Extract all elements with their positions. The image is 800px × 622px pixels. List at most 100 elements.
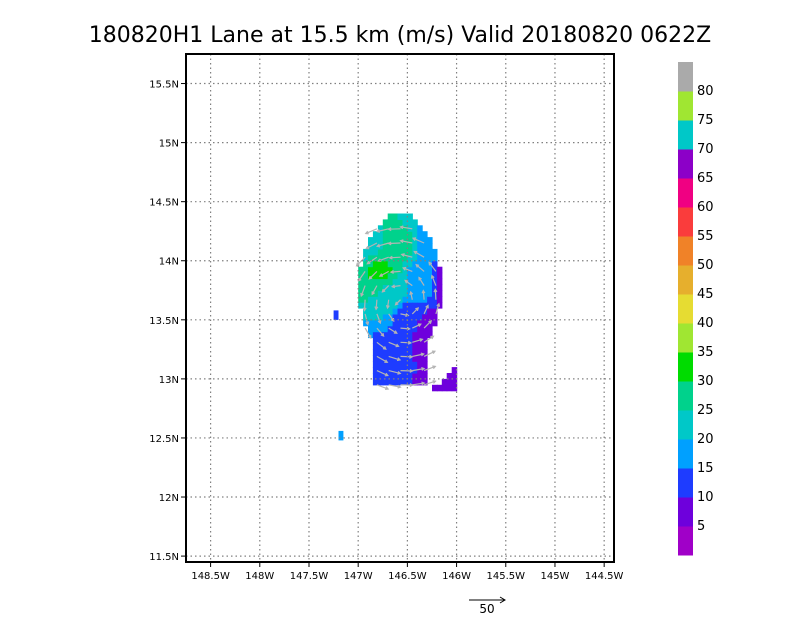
wind-speed-cell: [373, 332, 379, 339]
wind-speed-cell: [393, 279, 399, 286]
wind-speed-cell: [442, 379, 448, 386]
wind-speed-cell: [388, 231, 394, 238]
wind-speed-cell: [383, 379, 389, 386]
wind-speed-cell: [388, 332, 394, 339]
wind-speed-cell: [422, 231, 428, 238]
wind-speed-cell: [363, 296, 369, 303]
wind-speed-cell: [442, 385, 448, 392]
wind-speed-cell: [417, 314, 423, 321]
wind-speed-cell: [383, 314, 389, 321]
wind-speed-cell: [368, 308, 374, 315]
wind-speed-cell: [398, 320, 404, 327]
wind-speed-cell: [422, 343, 428, 350]
wind-speed-cell: [407, 261, 413, 268]
wind-speed-field: [334, 214, 458, 441]
wind-speed-cell: [432, 261, 438, 268]
colorbar-label: 50: [697, 258, 714, 273]
wind-speed-cell: [393, 308, 399, 315]
wind-speed-cell: [412, 273, 418, 280]
wind-speed-cell: [417, 225, 423, 232]
wind-speed-cell: [437, 385, 443, 392]
wind-speed-cell: [368, 320, 374, 327]
wind-speed-cell: [393, 214, 399, 221]
wind-speed-cell: [368, 302, 374, 309]
wind-speed-cell: [407, 219, 413, 226]
wind-speed-cell: [412, 361, 418, 368]
colorbar-swatch: [678, 323, 693, 353]
y-tick-label: 11.5N: [149, 552, 179, 563]
wind-speed-cell: [412, 332, 418, 339]
wind-speed-cell: [388, 349, 394, 356]
wind-speed-cell: [393, 349, 399, 356]
wind-speed-cell: [432, 320, 438, 327]
wind-speed-cell: [398, 219, 404, 226]
wind-speed-cell: [412, 219, 418, 226]
wind-speed-cell: [378, 361, 384, 368]
colorbar-label: 40: [697, 316, 714, 331]
wind-speed-cell: [403, 284, 409, 291]
chart-title: 180820H1 Lane at 15.5 km (m/s) Valid 201…: [89, 23, 711, 48]
wind-speed-cell: [383, 338, 389, 345]
colorbar-swatch: [678, 265, 693, 295]
wind-speed-cell: [417, 296, 423, 303]
wind-speed-cell: [383, 249, 389, 256]
wind-speed-cell: [383, 367, 389, 374]
wind-speed-cell: [422, 273, 428, 280]
y-tick-label: 15N: [159, 139, 179, 150]
wind-speed-cell: [437, 267, 443, 274]
wind-speed-cell: [368, 237, 374, 244]
wind-speed-cell: [373, 249, 379, 256]
wind-speed-cell: [398, 308, 404, 315]
wind-speed-cell: [398, 231, 404, 238]
wind-speed-cell: [373, 349, 379, 356]
wind-speed-cell: [373, 296, 379, 303]
colorbar-label: 45: [697, 287, 714, 302]
wind-speed-cell: [403, 361, 409, 368]
x-tick-label: 147W: [344, 571, 373, 582]
wind-speed-cell: [393, 379, 399, 386]
wind-speed-cell: [427, 243, 433, 250]
wind-speed-cell: [393, 231, 399, 238]
colorbar-label: 30: [697, 374, 714, 389]
wind-speed-cell: [398, 338, 404, 345]
vector-key-label: 50: [479, 602, 494, 616]
x-tick-label: 145W: [540, 571, 569, 582]
wind-speed-cell: [427, 237, 433, 244]
wind-speed-cell: [373, 279, 379, 286]
wind-speed-cell: [378, 279, 384, 286]
wind-speed-cell: [407, 320, 413, 327]
wind-speed-cell: [398, 273, 404, 280]
colorbar-swatch: [678, 236, 693, 266]
wind-speed-cell: [437, 290, 443, 297]
wind-speed-cell: [427, 279, 433, 286]
colorbar-swatch: [678, 497, 693, 527]
wind-speed-cell: [378, 249, 384, 256]
wind-speed-cell: [437, 279, 443, 286]
wind-speed-cell: [378, 296, 384, 303]
y-tick-label: 15.5N: [149, 80, 179, 91]
wind-speed-cell: [373, 320, 379, 327]
y-tick-label: 12N: [159, 493, 179, 504]
colorbar-label: 25: [697, 403, 714, 418]
wind-speed-cell: [407, 273, 413, 280]
wind-speed-cell: [388, 308, 394, 315]
wind-speed-cell: [422, 296, 428, 303]
colorbar-label: 20: [697, 432, 714, 447]
wind-speed-cell: [412, 279, 418, 286]
wind-speed-cell: [403, 302, 409, 309]
wind-speed-cell: [373, 343, 379, 350]
wind-speed-cell: [437, 296, 443, 303]
wind-speed-cell: [373, 273, 379, 280]
wind-speed-cell: [432, 249, 438, 256]
wind-speed-cell: [368, 326, 374, 333]
wind-speed-cell: [368, 296, 374, 303]
wind-speed-cell: [398, 290, 404, 297]
colorbar-swatch: [678, 62, 693, 92]
colorbar-label: 10: [697, 490, 714, 505]
wind-speed-cell: [363, 290, 369, 297]
wind-speed-cell: [388, 290, 394, 297]
colorbar-swatch: [678, 91, 693, 121]
